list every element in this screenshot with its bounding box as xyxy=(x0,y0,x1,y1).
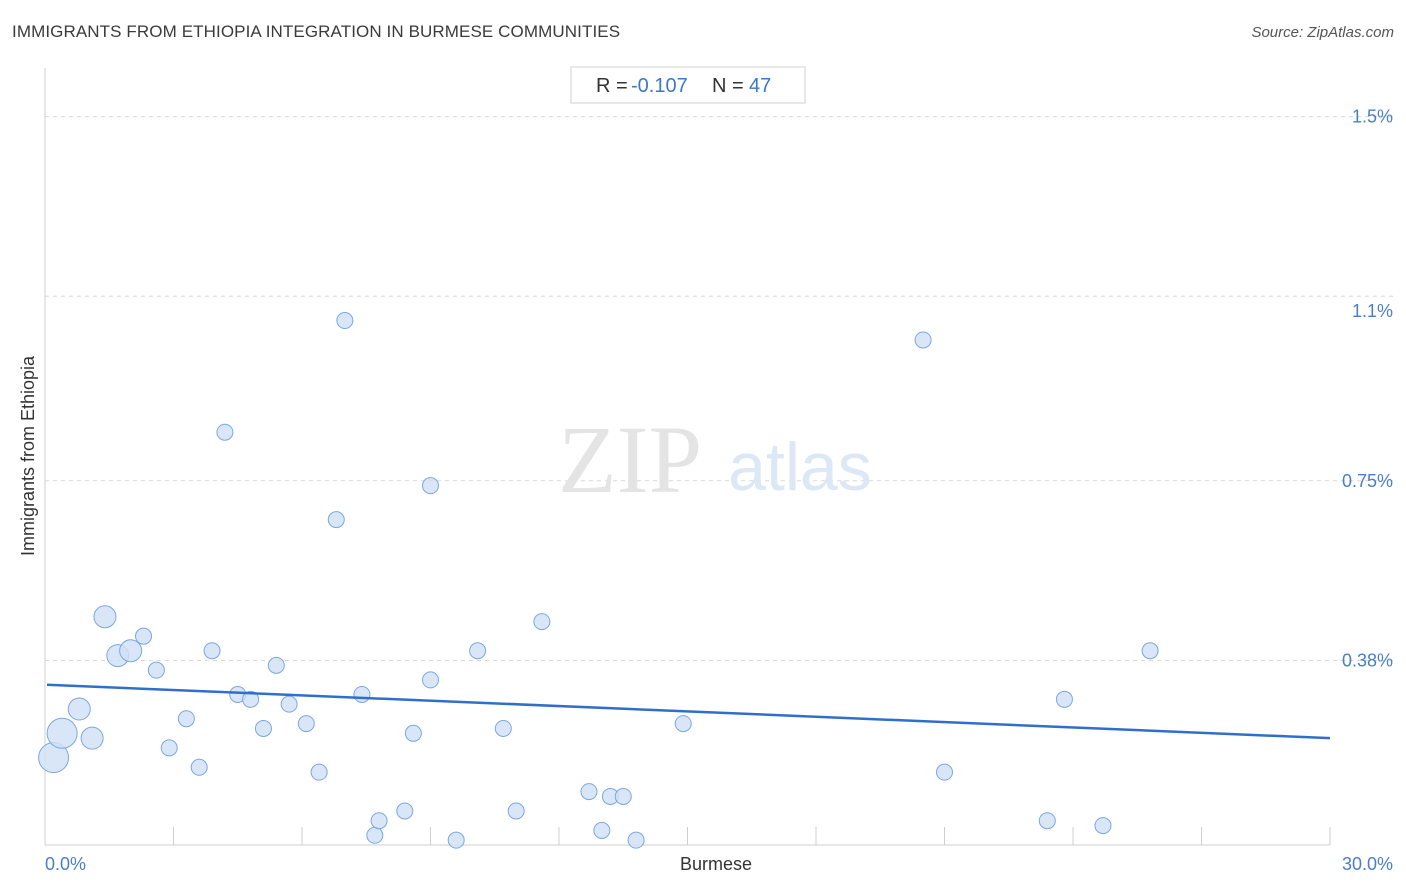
data-point-42 xyxy=(936,763,953,781)
y-tick-label-3: 1.5% xyxy=(1352,107,1393,127)
data-point-25 xyxy=(370,812,388,830)
trendline xyxy=(46,683,1331,740)
data-point-20 xyxy=(310,763,328,781)
data-point-24 xyxy=(366,826,384,844)
data-point-22 xyxy=(336,312,354,330)
data-point-13 xyxy=(216,423,234,441)
data-point-40 xyxy=(674,715,692,733)
data-point-6 xyxy=(119,639,143,663)
data-point-29 xyxy=(422,477,439,495)
data-point-18 xyxy=(280,695,298,713)
source-label: Source: ZipAtlas.com xyxy=(1251,24,1394,41)
data-point-43 xyxy=(1038,812,1056,830)
data-point-7 xyxy=(135,627,153,645)
r-label: R = xyxy=(596,75,628,97)
stats-box-frame xyxy=(570,66,806,104)
data-point-35 xyxy=(580,783,598,801)
data-point-27 xyxy=(404,724,422,742)
trendline-group xyxy=(46,683,1331,740)
stats-box: R = -0.107 N = 47 xyxy=(570,66,806,104)
data-point-38 xyxy=(614,787,632,805)
data-point-30 xyxy=(447,831,465,849)
data-point-2 xyxy=(67,697,91,721)
y-tick-label-1: 0.75% xyxy=(1342,471,1393,491)
data-point-8 xyxy=(147,661,165,679)
data-point-36 xyxy=(593,821,611,839)
data-point-28 xyxy=(422,671,439,689)
data-point-34 xyxy=(533,613,551,631)
data-point-32 xyxy=(494,719,512,737)
data-point-26 xyxy=(396,802,414,820)
data-point-17 xyxy=(267,656,285,674)
data-point-1 xyxy=(46,717,78,749)
data-point-11 xyxy=(190,758,208,776)
x-axis-label: Burmese xyxy=(680,854,752,874)
data-point-46 xyxy=(1141,642,1159,660)
y-tick-labels: 0.38% 0.75% 1.1% 1.5% xyxy=(1342,107,1393,671)
data-point-15 xyxy=(242,690,260,708)
data-point-44 xyxy=(1055,690,1073,708)
chart-title: IMMIGRANTS FROM ETHIOPIA INTEGRATION IN … xyxy=(12,22,621,41)
data-point-23 xyxy=(353,685,371,703)
data-point-41 xyxy=(914,331,932,349)
data-point-45 xyxy=(1094,817,1112,835)
gridlines xyxy=(45,116,1394,661)
data-point-19 xyxy=(297,715,315,733)
y-tick-label-0: 0.38% xyxy=(1342,650,1393,670)
data-point-31 xyxy=(469,642,487,660)
y-tick-label-2: 1.1% xyxy=(1352,301,1393,321)
data-point-4 xyxy=(93,605,117,629)
r-value: -0.107 xyxy=(631,75,688,97)
x-tick-label-0: 0.0% xyxy=(45,854,86,874)
data-point-12 xyxy=(203,642,221,660)
data-point-33 xyxy=(507,802,525,820)
data-point-3 xyxy=(80,726,104,750)
watermark: ZIP atlas xyxy=(558,406,872,513)
n-label: N = xyxy=(712,75,744,97)
data-point-9 xyxy=(160,739,178,757)
x-axis-ticks xyxy=(173,827,1331,845)
x-tick-labels: 0.0% 30.0% xyxy=(45,854,1393,874)
y-axis-label: Immigrants from Ethiopia xyxy=(18,355,38,556)
data-point-21 xyxy=(327,511,345,529)
data-point-16 xyxy=(254,719,272,737)
data-point-10 xyxy=(177,710,195,728)
n-value: 47 xyxy=(749,75,771,97)
data-points xyxy=(38,312,1159,849)
data-point-39 xyxy=(627,831,645,849)
watermark-zip: ZIP xyxy=(558,406,702,513)
x-tick-label-1: 30.0% xyxy=(1342,854,1393,874)
watermark-atlas: atlas xyxy=(728,429,872,505)
